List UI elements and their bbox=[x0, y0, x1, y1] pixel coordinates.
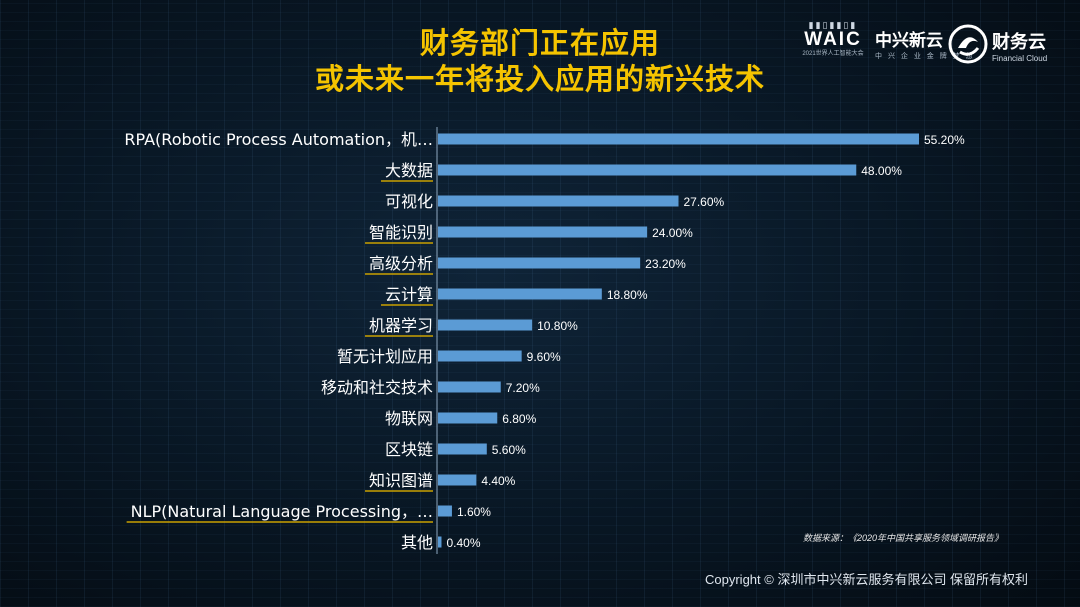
category-label: 智能识别 bbox=[369, 223, 433, 242]
data-label: 18.80% bbox=[607, 288, 648, 302]
category-label: 高级分析 bbox=[369, 254, 433, 273]
data-label: 55.20% bbox=[924, 133, 965, 147]
category-label: 大数据 bbox=[385, 161, 433, 180]
category-label: NLP(Natural Language Processing，… bbox=[131, 502, 433, 521]
data-label: 27.60% bbox=[684, 195, 725, 209]
data-label: 4.40% bbox=[481, 474, 515, 488]
bar bbox=[438, 350, 522, 362]
source-note: 数据来源：《2020年中国共享服务领域调研报告》 bbox=[803, 533, 1004, 543]
bar bbox=[438, 195, 679, 207]
bar bbox=[438, 505, 452, 517]
category-label: 暂无计划应用 bbox=[337, 347, 433, 366]
data-label: 7.20% bbox=[506, 381, 540, 395]
bar bbox=[438, 133, 919, 145]
category-label: RPA(Robotic Process Automation，机… bbox=[124, 130, 433, 149]
data-label: 6.80% bbox=[502, 412, 536, 426]
category-label: 移动和社交技术 bbox=[321, 378, 433, 397]
category-label: 可视化 bbox=[385, 192, 433, 211]
bar bbox=[438, 257, 641, 269]
bar bbox=[438, 164, 857, 176]
bar bbox=[438, 412, 498, 424]
category-label: 云计算 bbox=[385, 285, 433, 304]
data-label: 9.60% bbox=[527, 350, 561, 364]
chart-title-line-2: 或未来一年将投入应用的新兴技术 bbox=[314, 62, 765, 96]
waic-logo: ▮▮▯▮▮▯▮ WAIC 2021世界人工智能大会 bbox=[798, 20, 868, 58]
category-label: 区块链 bbox=[385, 440, 433, 459]
financial-cloud-logo: 财务云 Financial Cloud bbox=[992, 28, 1047, 63]
bar bbox=[438, 381, 501, 393]
data-label: 24.00% bbox=[652, 226, 693, 240]
waic-bars-icon: ▮▮▯▮▮▯▮ bbox=[808, 20, 858, 30]
data-label: 5.60% bbox=[492, 443, 526, 457]
bar bbox=[438, 474, 477, 486]
waic-subtitle: 2021世界人工智能大会 bbox=[802, 51, 864, 57]
financial-cloud-name: 财务云 bbox=[992, 32, 1046, 53]
zte-logo: 中兴新云 中 兴 企 业 金 牌 梦 想 bbox=[875, 26, 975, 61]
bar bbox=[438, 536, 442, 548]
financial-cloud-swirl-icon bbox=[948, 24, 988, 64]
bar bbox=[438, 319, 533, 331]
zte-subtitle: 中 兴 企 业 金 牌 梦 想 bbox=[875, 53, 975, 60]
zte-name: 中兴新云 bbox=[875, 31, 943, 51]
bar bbox=[438, 288, 602, 300]
data-label: 48.00% bbox=[861, 164, 902, 178]
data-label: 1.60% bbox=[457, 505, 491, 519]
category-label: 机器学习 bbox=[369, 316, 433, 335]
chart-title-line-1: 财务部门正在应用 bbox=[419, 26, 660, 60]
waic-text: WAIC bbox=[804, 29, 862, 50]
copyright-text: Copyright © 深圳市中兴新云服务有限公司 保留所有权利 bbox=[705, 572, 1029, 587]
category-label: 其他 bbox=[401, 533, 433, 552]
data-label: 10.80% bbox=[537, 319, 578, 333]
category-label: 物联网 bbox=[385, 409, 433, 428]
data-label: 0.40% bbox=[446, 536, 480, 550]
category-label: 知识图谱 bbox=[369, 471, 433, 490]
data-label: 23.20% bbox=[645, 257, 686, 271]
bar bbox=[438, 443, 487, 455]
bar bbox=[438, 226, 648, 238]
financial-cloud-subtitle: Financial Cloud bbox=[992, 54, 1048, 63]
